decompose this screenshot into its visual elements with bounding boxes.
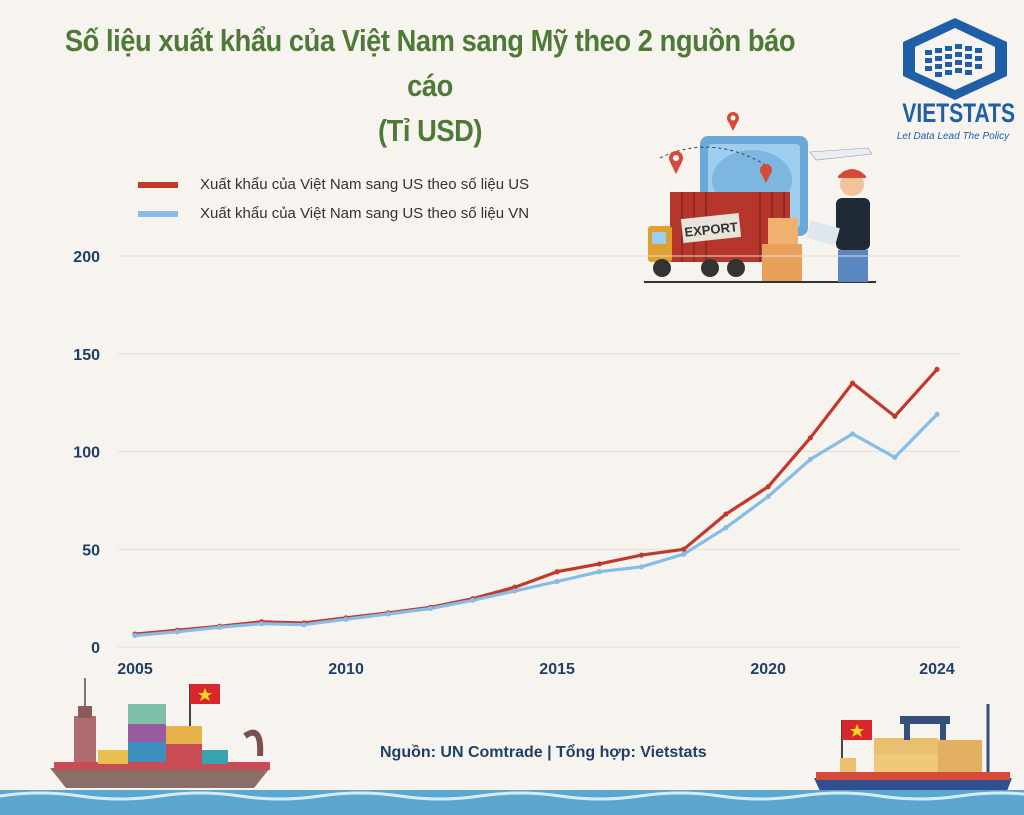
export-truck-illustration: EXPORT xyxy=(644,112,876,283)
data-point-vn xyxy=(554,578,560,585)
y-tick-label: 100 xyxy=(73,445,100,462)
series-points xyxy=(132,366,940,639)
data-point-vn xyxy=(174,629,180,635)
y-tick-label: 200 xyxy=(73,249,100,266)
x-tick-label: 2010 xyxy=(328,661,364,678)
data-point-us xyxy=(892,413,898,419)
data-point-vn xyxy=(934,411,940,417)
data-point-vn xyxy=(259,621,265,627)
data-point-vn xyxy=(596,569,602,575)
x-tick-label: 2024 xyxy=(919,661,955,678)
legend-item-vn: Xuất khẩu của Việt Nam sang US theo số l… xyxy=(138,199,529,228)
data-point-us xyxy=(638,552,645,558)
data-point-vn xyxy=(470,597,476,603)
x-tick-label: 2020 xyxy=(750,661,786,678)
data-point-vn xyxy=(216,624,223,630)
data-point-vn xyxy=(849,431,856,437)
data-point-us xyxy=(765,484,771,490)
series-lines xyxy=(133,367,939,638)
series-line-us xyxy=(133,367,939,636)
y-axis-ticks: 0 50 100 150 200 xyxy=(73,249,100,657)
data-point-us xyxy=(849,380,856,386)
legend-label-us: Xuất khẩu của Việt Nam sang US theo số l… xyxy=(200,176,530,193)
legend-swatch-vn xyxy=(138,210,178,217)
data-point-vn xyxy=(765,493,771,500)
data-point-vn xyxy=(132,632,138,639)
export-sign: EXPORT xyxy=(684,219,739,240)
data-point-us xyxy=(596,561,602,567)
container-ship-left-illustration xyxy=(50,678,270,788)
y-tick-label: 150 xyxy=(73,347,100,364)
title-line-2: (Tỉ USD) xyxy=(377,113,483,148)
x-tick-label: 2015 xyxy=(539,661,575,678)
data-point-vn xyxy=(427,605,434,612)
water-decoration xyxy=(0,790,1024,815)
title-line-1: Số liệu xuất khẩu của Việt Nam sang Mỹ t… xyxy=(64,23,796,103)
data-point-us xyxy=(512,584,518,590)
legend-item-us: Xuất khẩu của Việt Nam sang US theo số l… xyxy=(138,170,529,199)
vietstats-logo-icon xyxy=(903,18,1007,100)
chart-title: Số liệu xuất khẩu của Việt Nam sang Mỹ t… xyxy=(52,18,809,153)
grid-lines xyxy=(118,255,960,648)
data-point-vn xyxy=(807,456,813,462)
data-point-us xyxy=(934,366,940,372)
data-point-vn xyxy=(638,564,645,570)
data-point-vn xyxy=(512,588,518,594)
y-tick-label: 0 xyxy=(91,640,100,657)
y-tick-label: 50 xyxy=(82,542,100,559)
chart-legend: Xuất khẩu của Việt Nam sang US theo số l… xyxy=(138,170,529,228)
data-point-vn xyxy=(681,551,687,557)
legend-label-vn: Xuất khẩu của Việt Nam sang US theo số l… xyxy=(200,205,530,222)
x-axis-ticks: 2005 2010 2015 2020 2024 xyxy=(117,661,955,678)
data-point-vn xyxy=(385,611,391,617)
data-point-us xyxy=(554,569,560,575)
logo-name: VIETSTATS xyxy=(902,98,1016,128)
data-point-vn xyxy=(723,525,729,531)
logo-tagline: Let Data Lead The Policy xyxy=(896,131,1010,142)
data-point-us xyxy=(681,546,687,552)
series-line-vn xyxy=(133,412,939,638)
x-tick-label: 2005 xyxy=(117,661,153,678)
data-point-vn xyxy=(343,616,349,622)
data-point-vn xyxy=(892,454,898,460)
data-point-us xyxy=(723,511,729,517)
legend-swatch-us xyxy=(138,181,178,188)
source-note: Nguồn: UN Comtrade | Tổng hợp: Vietstats xyxy=(380,744,707,761)
data-point-vn xyxy=(301,622,307,628)
data-point-us xyxy=(807,435,813,441)
